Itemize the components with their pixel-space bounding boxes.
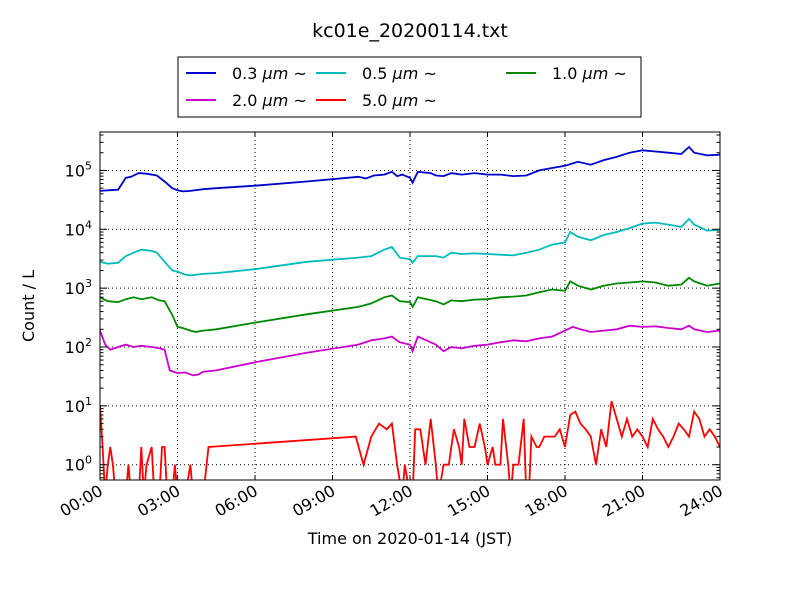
y-tick-labels: 100 101 102 103 104 105	[65, 159, 92, 474]
x-tick-label: 06:00	[212, 481, 261, 521]
y-tick-label: 100	[65, 454, 92, 475]
y-tick-label: 103	[65, 277, 92, 298]
series-line-2	[100, 276, 720, 333]
legend-label-2: 1.0 μm ~	[552, 64, 627, 83]
y-tick-label: 102	[65, 336, 92, 357]
chart-title: kc01e_20200114.txt	[312, 20, 508, 42]
legend-label-4: 5.0 μm ~	[362, 91, 437, 110]
y-tick-label: 105	[65, 159, 92, 180]
x-tick-label: 24:00	[677, 481, 726, 521]
series-line-1	[100, 217, 720, 277]
x-axis-title: Time on 2020-01-14 (JST)	[307, 529, 512, 548]
x-tick-label: 15:00	[444, 481, 493, 521]
series-line-0	[100, 145, 720, 193]
x-tick-label: 21:00	[599, 481, 648, 521]
series-line-3	[100, 324, 720, 377]
legend-label-0: 0.3 μm ~	[232, 64, 307, 83]
x-tick-label: 18:00	[522, 481, 571, 521]
legend-label-1: 0.5 μm ~	[362, 64, 437, 83]
legend-box	[177, 56, 642, 118]
series-line-4	[100, 400, 720, 480]
series-lines	[100, 145, 720, 480]
legend: 0.3 μm ~ 0.5 μm ~ 1.0 μm ~ 2.0 μm ~ 5.0 μm ~	[177, 56, 642, 118]
x-tick-label: 09:00	[289, 481, 338, 521]
x-tick-label: 00:00	[57, 481, 106, 521]
x-tick-label: 03:00	[134, 481, 183, 521]
y-tick-label: 104	[65, 218, 92, 239]
x-tick-label: 12:00	[367, 481, 416, 521]
x-tick-labels: 00:00 03:00 06:00 09:00 12:00 15:00 18:00 21:00…	[57, 481, 726, 521]
y-axis-title: Count / L	[19, 270, 38, 342]
grid	[100, 132, 720, 480]
legend-label-3: 2.0 μm ~	[232, 91, 307, 110]
y-tick-label: 101	[65, 395, 92, 416]
ticks	[99, 132, 721, 480]
